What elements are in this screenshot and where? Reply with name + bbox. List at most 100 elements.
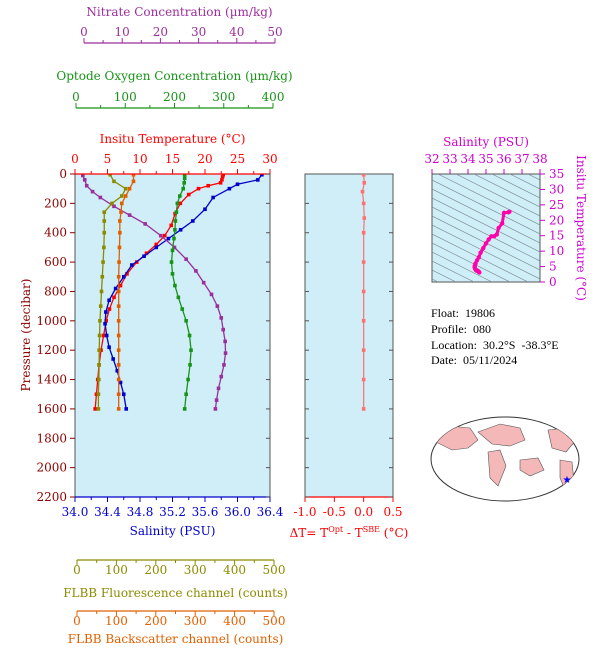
pressure-tick-label: 1600 [36, 402, 67, 416]
oxygen-profile-point [170, 248, 175, 253]
oxygen-tick-label: 0 [72, 90, 80, 104]
backscatter-tick-label: 500 [263, 614, 286, 628]
salinity-profile-point [121, 274, 126, 279]
nitrate-profile-point [214, 398, 219, 402]
backscatter-profile-point [116, 407, 121, 411]
nitrate-tick-label: 0 [80, 25, 88, 39]
backscatter-profile-point [116, 392, 121, 397]
salinity-profile-point [166, 236, 171, 241]
density-contour-line [432, 242, 511, 282]
density-contour-line [432, 188, 540, 244]
backscatter-profile-point [131, 179, 136, 184]
world-map-inset: ★ [430, 416, 580, 502]
nitrate-profile-point [216, 386, 221, 391]
nitrate-profile-point [201, 280, 206, 285]
density-contour-line [432, 233, 529, 282]
oxygen-tick-label: 200 [163, 90, 186, 104]
temperature-profile-point [169, 223, 173, 228]
salinity-tick-label: 35.2 [159, 505, 186, 519]
float-location-marker: ★ [563, 475, 572, 486]
temperature-tick-label: 0 [71, 152, 79, 166]
nitrate-profile-point [172, 245, 177, 250]
fluorescence-profile-point [98, 319, 102, 323]
nitrate-profile-point [209, 292, 214, 297]
fluorescence-profile-point [102, 245, 106, 250]
ts-temperature-tick-label: 10 [549, 244, 564, 258]
density-contour-line [432, 269, 457, 282]
nitrate-tick-label: 30 [191, 25, 206, 39]
temperature-profile-point [196, 186, 201, 191]
backscatter-profile-point [123, 194, 128, 198]
oxygen-profile-point [181, 186, 186, 191]
temperature-profile-point [101, 333, 106, 338]
ts-salinity-tick-label: 33 [442, 152, 457, 166]
temperature-profile-point [162, 233, 167, 238]
backscatter-profile-point [131, 174, 136, 177]
ts-temperature-tick-label: 30 [549, 182, 564, 196]
salinity-profile-point [211, 195, 215, 200]
oxygen-profile-point [173, 283, 177, 288]
ts-salinity-tick-label: 36 [496, 152, 511, 166]
oxygen-profile-point [173, 219, 178, 223]
fluorescence-profile-point [120, 194, 124, 198]
fluorescence-profile-point [100, 274, 105, 279]
nitrate-profile-point [90, 189, 95, 194]
ts-salinity-tick-label: 35 [478, 152, 493, 166]
temperature-profile-point [104, 319, 108, 323]
salinity-profile-point [118, 380, 123, 385]
nitrate-profile-point [82, 178, 87, 182]
backscatter-profile-point [116, 333, 121, 338]
oxygen-profile-point [187, 333, 192, 338]
backscatter-profile-point [120, 201, 124, 206]
backscatter-profile-point [116, 304, 121, 308]
nitrate-profile-point [223, 339, 227, 344]
salinity-profile-point [142, 254, 146, 259]
oxygen-profile-point [186, 377, 190, 382]
dt-profile-point [361, 230, 366, 235]
oxygen-profile-point [172, 236, 176, 241]
oxygen-profile-point [174, 210, 179, 214]
nitrate-profile-point [219, 374, 224, 379]
salinity-profile-point [260, 174, 264, 177]
fluorescence-profile-point [99, 289, 104, 294]
nitrate-profile-point [184, 257, 188, 261]
nitrate-profile-point [223, 351, 228, 355]
ts-temperature-axis-title: Insitu Temperature (°C) [574, 155, 588, 301]
oxygen-profile-point [178, 194, 182, 198]
fluorescence-profile-point [97, 348, 101, 352]
salinity-profile-point [121, 392, 126, 397]
temperature-tick-label: 10 [132, 152, 147, 166]
nitrate-tick-label: 20 [153, 25, 168, 39]
nitrate-profile-point [84, 183, 89, 188]
profile-date: Date: 05/11/2024 [431, 353, 518, 367]
dt-profile-point [362, 216, 367, 220]
pressure-tick-label: 1200 [36, 343, 67, 357]
oxygen-profile-point [175, 201, 180, 206]
pressure-tick-label: 1400 [36, 373, 67, 387]
temperature-profile-point [93, 407, 97, 411]
fluorescence-axis-title: FLBB Fluorescence channel (counts) [63, 586, 288, 600]
temperature-profile-point [107, 307, 112, 311]
salinity-profile-point [178, 227, 183, 232]
salinity-profile-point [115, 368, 120, 373]
dt-axis-title: ΔT= TOpt - TSBE (°C) [290, 525, 409, 540]
density-contour-line [473, 174, 540, 208]
temperature-profile-point [206, 183, 211, 188]
pressure-tick-label: 1800 [36, 431, 67, 445]
pressure-tick-label: 2000 [36, 461, 67, 475]
nitrate-profile-point [194, 269, 198, 273]
temperature-profile-point [125, 272, 129, 276]
fluorescence-tick-label: 400 [223, 563, 246, 577]
backscatter-profile-point [117, 245, 122, 250]
map-landmass [519, 457, 545, 477]
oxygen-profile-point [184, 392, 188, 397]
oxygen-profile-point [180, 307, 185, 311]
salinity-profile-point [113, 286, 118, 291]
salinity-tick-label: 34.0 [62, 505, 89, 519]
temperature-profile-point [144, 251, 149, 256]
dt-profile-point [360, 189, 365, 194]
density-contour-line [432, 179, 540, 235]
temperature-profile-point [94, 392, 99, 397]
nitrate-profile-point [81, 174, 85, 178]
float-id: Float: 19806 [431, 306, 496, 320]
